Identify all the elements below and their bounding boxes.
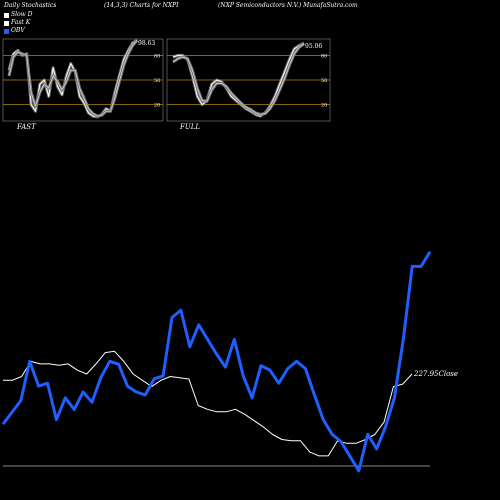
fast-series-line-1 xyxy=(8,40,138,117)
obv-line xyxy=(1,251,432,473)
legend-swatch xyxy=(4,20,9,26)
legend-item-slow-d: Slow D xyxy=(4,11,33,19)
chart-title: Daily Stochastics xyxy=(4,2,57,9)
full-ytick-label: 80 xyxy=(321,53,327,59)
company-name: (NXP Semiconductors N.V.) MunafaSutra.co… xyxy=(218,2,358,9)
full-ytick-label: 50 xyxy=(321,78,327,84)
fast-end-value-label: 98.63 xyxy=(138,40,155,47)
full-panel-title: FULL xyxy=(179,123,200,131)
legend-swatch xyxy=(4,12,9,18)
fast-ytick-label: 50 xyxy=(154,78,160,84)
fast-panel-title: FAST xyxy=(16,123,37,131)
close-price-line xyxy=(3,350,413,457)
fast-ytick-label: 20 xyxy=(154,103,160,109)
fast-ytick-label: 80 xyxy=(154,53,160,59)
close-end-label: 227.95Close xyxy=(413,370,458,378)
chart-params: (14,3,3) Charts for NXPI xyxy=(104,2,179,9)
legend-item-obv: OBV xyxy=(4,27,33,35)
full-series-line-1 xyxy=(172,43,305,115)
full-ytick-label: 20 xyxy=(321,103,327,109)
full-end-value-label: 95.06 xyxy=(305,43,322,50)
legend: Slow D Fast K OBV xyxy=(4,11,33,35)
legend-item-fast-k: Fast K xyxy=(4,19,33,27)
legend-swatch xyxy=(4,28,9,34)
